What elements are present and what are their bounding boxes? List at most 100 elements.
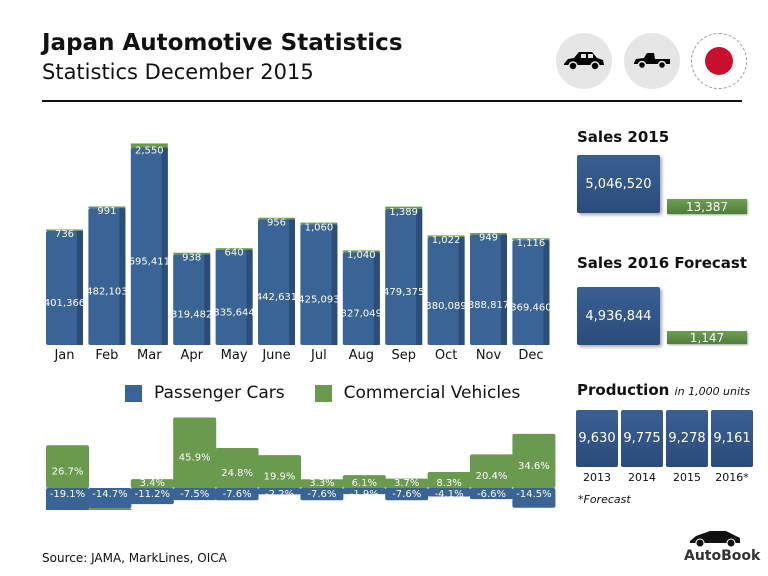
commercial-label: 736	[55, 229, 74, 240]
commercial-growth-label: 8.3%	[436, 478, 461, 489]
passenger-label: 695,411	[129, 256, 170, 267]
legend-commercial: Commercial Vehicles	[343, 383, 521, 403]
commercial-bar	[258, 217, 295, 220]
legend-swatch-passenger	[125, 384, 142, 402]
passenger-bar-shade	[204, 254, 211, 345]
passenger-growth-label: -7.6%	[223, 489, 252, 500]
commercial-growth-bar	[385, 478, 429, 488]
commercial-growth-label: 6.1%	[352, 478, 377, 489]
commercial-growth-bar	[427, 471, 471, 488]
commercial-growth-bar	[470, 454, 513, 488]
passenger-bar-shade	[246, 249, 253, 345]
passenger-label: 425,093	[298, 295, 339, 306]
commercial-label: 956	[267, 217, 286, 228]
passenger-label: 388,817	[468, 300, 509, 311]
commercial-growth-bar	[342, 475, 386, 488]
sales-2015-title: Sales 2015	[577, 128, 670, 146]
sales-2016-commercial: 1,147	[667, 331, 747, 345]
chart-legend: Passenger Cars Commercial Vehicles	[125, 383, 520, 403]
passenger-label: 327,049	[341, 309, 382, 320]
commercial-growth-bar	[512, 433, 556, 488]
passenger-bar	[470, 234, 507, 345]
commercial-growth-bar	[215, 448, 259, 488]
passenger-growth-bar	[342, 488, 386, 495]
commercial-bar	[46, 229, 83, 232]
commercial-growth-label: 45.9%	[179, 453, 211, 464]
forecast-footnote: *Forecast	[578, 493, 631, 506]
autobook-logo: AutoBook	[684, 548, 761, 564]
passenger-bar	[427, 237, 465, 345]
passenger-growth-bar	[512, 488, 556, 508]
commercial-bar	[427, 235, 465, 238]
passenger-label: 319,482	[171, 310, 212, 321]
passenger-label: 380,089	[425, 301, 466, 312]
passenger-bar-shade	[119, 208, 126, 345]
sales-2015-passenger: 5,046,520	[577, 155, 660, 213]
passenger-bar-shade	[416, 208, 423, 345]
commercial-label: 1,040	[347, 250, 376, 261]
passenger-growth-bar	[258, 488, 301, 495]
commercial-growth-bar	[88, 507, 132, 510]
commercial-growth-label: 24.8%	[221, 468, 253, 479]
month-label: June	[261, 348, 290, 363]
production-2013: 9,630	[576, 410, 618, 467]
commercial-label: 1,116	[517, 238, 546, 249]
passenger-bar	[300, 224, 338, 345]
production-2016: 9,161	[711, 410, 753, 467]
passenger-growth-bar	[88, 488, 132, 508]
production-year: 2016*	[715, 471, 749, 484]
passenger-bar	[258, 219, 295, 345]
passenger-bar	[130, 147, 168, 345]
sales-2016-title: Sales 2016 Forecast	[577, 254, 747, 272]
month-label: Apr	[180, 348, 203, 363]
passenger-growth-label: -7.5%	[180, 489, 209, 500]
passenger-bar	[512, 240, 550, 345]
passenger-growth-bar	[46, 488, 89, 510]
passenger-bar	[46, 231, 83, 345]
sales-2015-commercial: 13,387	[667, 199, 747, 214]
month-label: May	[221, 348, 248, 363]
commercial-label: 1,022	[432, 235, 461, 246]
commercial-growth-label: 34.6%	[518, 461, 550, 472]
commercial-bar	[342, 250, 380, 253]
passenger-growth-bar	[300, 488, 344, 501]
passenger-growth-bar	[130, 488, 174, 505]
passenger-label: 335,644	[213, 307, 254, 318]
passenger-bar-shade	[543, 240, 550, 345]
commercial-bar	[470, 233, 507, 235]
commercial-bar	[88, 206, 126, 209]
commercial-label: 991	[97, 206, 116, 217]
month-label: Oct	[435, 348, 457, 363]
commercial-bar	[173, 252, 211, 255]
passenger-bar-shade	[458, 237, 465, 345]
commercial-label: 1,389	[389, 207, 418, 218]
passenger-bar	[88, 208, 126, 345]
passenger-growth-bar	[427, 488, 471, 497]
passenger-bar-shade	[77, 231, 83, 345]
commercial-label: 949	[479, 233, 498, 244]
passenger-bar-shade	[373, 252, 380, 345]
legend-passenger: Passenger Cars	[154, 383, 285, 403]
passenger-growth-label: -7.6%	[392, 489, 421, 500]
commercial-growth-label: 3.7%	[394, 478, 419, 489]
commercial-growth-label: 3.4%	[140, 478, 165, 489]
commercial-growth-label: 20.4%	[476, 471, 508, 482]
month-label: Jan	[53, 348, 74, 363]
passenger-growth-label: -6.6%	[477, 489, 506, 500]
passenger-growth-label: -14.5%	[516, 489, 551, 500]
commercial-bar	[130, 143, 168, 148]
commercial-bar	[300, 222, 338, 225]
commercial-growth-bar	[46, 445, 89, 488]
passenger-growth-label: -2.2%	[265, 489, 294, 500]
production-title: Production in 1,000 units	[577, 381, 750, 399]
autobook-logo-car	[690, 531, 740, 548]
passenger-bar	[173, 254, 211, 345]
passenger-bar-shade	[501, 234, 507, 345]
commercial-growth-bar	[300, 479, 344, 488]
month-label: Feb	[95, 348, 118, 363]
legend-swatch-commercial	[314, 384, 332, 402]
passenger-growth-bar	[215, 488, 259, 501]
month-label: Jul	[310, 348, 327, 363]
passenger-label: 369,460	[510, 303, 551, 314]
month-label: Dec	[518, 348, 543, 363]
